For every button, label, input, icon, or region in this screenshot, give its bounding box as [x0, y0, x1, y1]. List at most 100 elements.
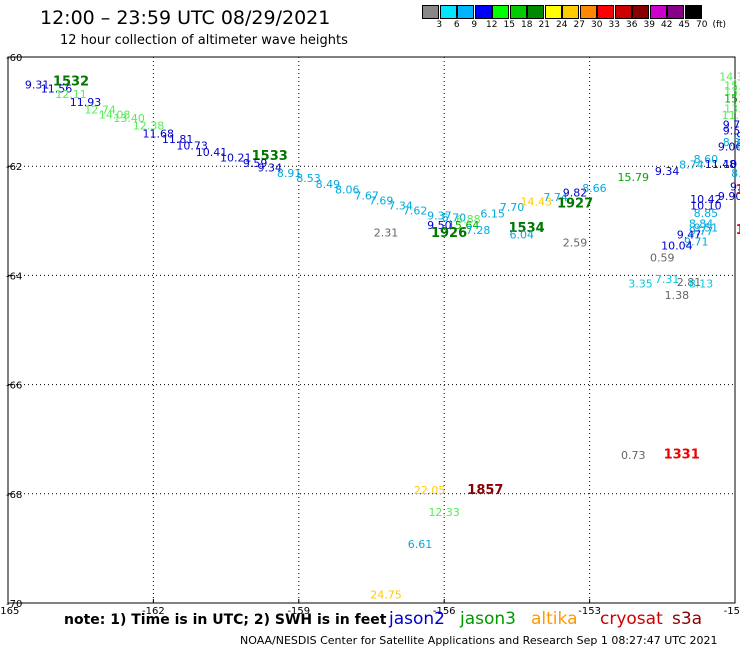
- wave-height-label: 10.42: [690, 193, 722, 206]
- satellite-legend-item: cryosat: [600, 609, 663, 629]
- color-scale-label: 36: [626, 20, 638, 30]
- color-scale-label: 6: [453, 20, 460, 30]
- wave-height-label: 15.79: [617, 171, 649, 184]
- wave-height-label: 2.59: [563, 237, 588, 250]
- wave-height-label: 24.75: [370, 588, 402, 601]
- wave-height-label: 13: [736, 223, 740, 238]
- wave-height-label: 9.06: [718, 141, 740, 154]
- grid-and-axes: -165 -162 -159 -156 -153 -150 -60 -62 -64 -66 -68 -…: [0, 53, 740, 617]
- color-scale-label: 3: [436, 20, 443, 30]
- wave-height-label: 12.74: [84, 103, 116, 116]
- wave-height-label: 6.04: [509, 228, 534, 241]
- color-scale-cell: [562, 5, 579, 19]
- wave-height-label: 8.66: [582, 182, 607, 195]
- wave-height-label: 8.8: [731, 167, 740, 180]
- wave-height-label: 7.69: [369, 195, 394, 208]
- y-tick-label: -68: [6, 490, 22, 501]
- wave-height-label: 9.51: [694, 221, 719, 234]
- wave-height-label: 11.68: [142, 127, 174, 140]
- wave-height-label: 22.05: [414, 484, 446, 497]
- wave-height-label: 7.70: [500, 201, 525, 214]
- color-scale-label: 9: [471, 20, 478, 30]
- color-scale-cell: [614, 5, 632, 19]
- wave-height-label: 11.81: [162, 133, 194, 146]
- wave-height-label: 1533: [252, 149, 288, 164]
- y-tick-label: -66: [6, 381, 22, 392]
- wave-height-label: 9.34: [655, 165, 680, 178]
- wave-height-label: 11.48: [705, 158, 737, 171]
- wave-height-label: 11.20: [722, 109, 740, 122]
- wave-height-label: 13.65: [724, 85, 740, 98]
- wave-height-label: 9.52: [723, 125, 740, 138]
- color-scale-label: (ft): [712, 20, 727, 30]
- wave-height-label: 15.61: [724, 79, 740, 92]
- wave-height-label: 6.88: [456, 213, 481, 226]
- wave-height-label: 10.21: [220, 151, 252, 164]
- wave-height-label: 8: [736, 138, 740, 151]
- wave-height-label: 8.91: [277, 167, 302, 180]
- wave-height-label: 7.28: [466, 224, 491, 237]
- y-tick-label: -60: [6, 53, 22, 64]
- wave-height-label: 1926: [431, 226, 467, 241]
- y-tick-label: -70: [6, 599, 22, 610]
- wave-height-label: 10: [723, 158, 737, 171]
- page-subtitle: 12 hour collection of altimeter wave hei…: [60, 33, 348, 48]
- x-tick-label: -165: [0, 606, 19, 617]
- wave-height-label: 13.40: [113, 112, 145, 125]
- color-scale-cell: [597, 5, 614, 19]
- wave-height-label: 13: [736, 183, 740, 198]
- color-scale-label: 39: [643, 20, 655, 30]
- color-scale-label: 70: [696, 20, 708, 30]
- color-scale-label: 18: [521, 20, 533, 30]
- credit-line: NOAA/NESDIS Center for Satellite Applica…: [240, 634, 718, 647]
- color-scale-cell: [649, 5, 667, 19]
- wave-height-label: 7.74: [543, 191, 568, 204]
- wave-height-label: 7.31: [655, 273, 680, 286]
- wave-height-label: 10.41: [196, 146, 228, 159]
- wave-height-label: 6.70: [442, 212, 467, 225]
- wave-height-label: 9.67: [730, 180, 740, 193]
- color-scale-label: 42: [661, 20, 673, 30]
- footnote: note: 1) Time is in UTC; 2) SWH is in fe…: [64, 612, 387, 628]
- color-scale-cell: [509, 5, 527, 19]
- wave-height-label: 8.49: [316, 178, 341, 191]
- page-title: 12:00 – 23:59 UTC 08/29/2021: [40, 7, 331, 29]
- wave-height-label: 9.59: [243, 157, 268, 170]
- wave-height-label: 2.81: [677, 276, 702, 289]
- color-scale-cell: [632, 5, 649, 19]
- color-scale-cell: [422, 5, 439, 19]
- color-scale-cell: [684, 5, 702, 19]
- wave-height-label: 7.34: [388, 200, 413, 213]
- color-scale-cell: [492, 5, 509, 19]
- color-scale-cell: [527, 5, 544, 19]
- wave-height-label: 8.31: [723, 136, 740, 149]
- wave-height-label: 8.85: [694, 207, 719, 220]
- color-scale-cell: [579, 5, 597, 19]
- x-tick-label: -162: [142, 606, 165, 617]
- wave-height-label: 15.68: [724, 92, 740, 105]
- color-scale-label: 15: [503, 20, 515, 30]
- wave-height-labels: 9.31 153211.5612.1111.9312.7414.0813.4012…: [25, 71, 740, 602]
- x-tick-label: -156: [433, 606, 456, 617]
- wave-height-label: 0.59: [650, 251, 675, 264]
- color-scale-cell: [439, 5, 457, 19]
- wave-height-label: 1857: [467, 483, 503, 498]
- wave-height-label: 14.33: [719, 71, 740, 84]
- color-scale-label: 24: [556, 20, 568, 30]
- color-scale-label: 27: [573, 20, 585, 30]
- plot-frame: [7, 56, 736, 604]
- color-scale-label: 30: [591, 20, 603, 30]
- wave-height-label: 12.38: [133, 119, 165, 132]
- x-tick-label: -153: [578, 606, 601, 617]
- satellite-legend-item: jason3: [460, 609, 516, 629]
- wave-height-label: 1.38: [665, 289, 690, 302]
- wave-height-label: 6.61: [408, 538, 433, 551]
- wave-height-label: 0.73: [621, 449, 646, 462]
- wave-height-label: 14.43: [521, 196, 553, 209]
- wave-height-label: 9.90: [718, 190, 740, 203]
- x-tick-label: -150: [724, 606, 740, 617]
- wave-height-label: 9.34: [257, 161, 282, 174]
- color-scale-cell: [474, 5, 492, 19]
- wave-height-label: 8.60: [694, 153, 719, 166]
